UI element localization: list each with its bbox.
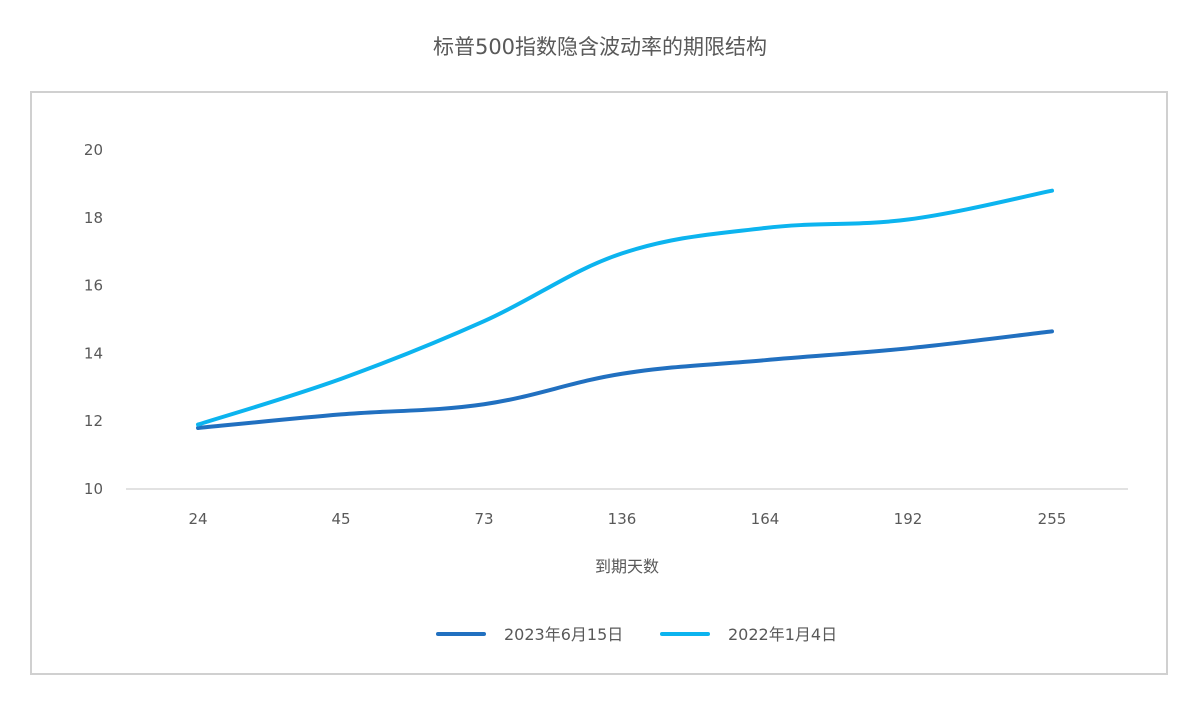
- series-line-0: [196, 329, 1054, 430]
- y-tick-label: 10: [84, 480, 103, 498]
- legend: 2023年6月15日 2022年1月4日: [436, 625, 837, 644]
- x-tick-label: 24: [188, 510, 207, 528]
- x-tick-label: 136: [608, 510, 637, 528]
- x-tick-label: 45: [331, 510, 350, 528]
- y-tick-label: 16: [84, 277, 103, 295]
- y-tick-label: 20: [84, 141, 103, 159]
- legend-label: 2022年1月4日: [728, 625, 837, 644]
- legend-item: 2022年1月4日: [660, 625, 837, 644]
- chart-frame: [30, 91, 1168, 675]
- x-tick-label: 192: [894, 510, 923, 528]
- x-axis-label: 到期天数: [595, 557, 659, 576]
- x-tick-label: 255: [1038, 510, 1067, 528]
- x-tick-labels: 24 45 73 136 164 192 255: [188, 510, 1066, 528]
- series-line-1: [196, 188, 1054, 427]
- legend-label: 2023年6月15日: [504, 625, 623, 644]
- x-tick-label: 73: [474, 510, 493, 528]
- series-lines: [196, 188, 1054, 430]
- y-tick-label: 14: [84, 344, 103, 362]
- chart-title: 标普500指数隐含波动率的期限结构: [432, 35, 768, 59]
- y-tick-label: 12: [84, 412, 103, 430]
- legend-item: 2023年6月15日: [436, 625, 623, 644]
- y-tick-label: 18: [84, 209, 103, 227]
- y-tick-labels: 10 12 14 16 18 20: [84, 141, 103, 498]
- x-tick-label: 164: [751, 510, 780, 528]
